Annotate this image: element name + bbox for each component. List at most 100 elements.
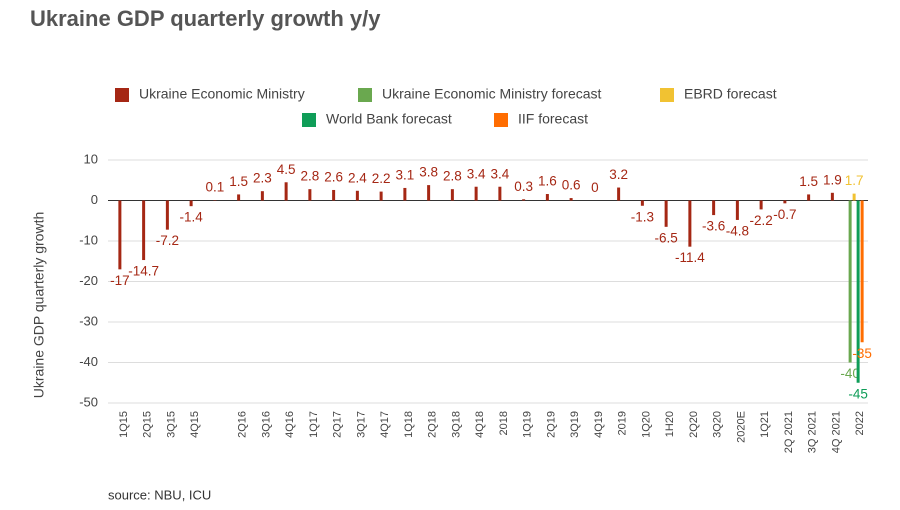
bar [848,200,852,363]
bar [569,198,573,201]
x-tick-label: 3Q16 [260,411,272,438]
x-tick-label: 1Q20 [640,411,652,438]
x-tick-label: 2020E [735,411,747,443]
bar [712,200,716,216]
bar [427,185,431,201]
data-label: -4.8 [726,224,749,239]
y-tick-label: -30 [79,313,98,328]
data-label: -45 [848,386,868,401]
data-label: 1.7 [845,173,864,188]
bar [308,189,312,201]
data-label: 0.1 [205,180,224,195]
x-tick-label: 3Q 2021 [807,411,819,453]
data-label: 2.6 [324,170,343,185]
legend-swatch [302,113,316,127]
data-label: -14.7 [128,264,159,279]
bar [379,191,383,201]
data-label: 3.4 [490,166,509,181]
data-label: 1.5 [229,174,248,189]
x-tick-label: 4Q18 [474,411,486,438]
data-label: -11.4 [675,250,705,265]
data-label: 3.8 [419,165,438,180]
y-axis-title: Ukraine GDP quarterly growth [31,212,47,398]
y-tick-label: -50 [79,394,98,409]
x-tick-label: 2Q15 [142,411,154,438]
legend-label: World Bank forecast [326,111,452,127]
legend-swatch [115,88,129,102]
data-label: 2.8 [443,169,462,184]
legend-label: EBRD forecast [684,86,777,102]
legend-swatch [494,113,508,127]
legend-swatch [660,88,674,102]
y-tick-label: -10 [79,232,98,247]
data-label: 3.2 [609,167,628,182]
data-label: -7.2 [156,233,179,248]
bar [617,187,621,201]
data-label: 0 [591,180,599,195]
bar [545,194,549,201]
bar [498,186,502,201]
data-label: 1.5 [799,174,818,189]
bar [860,200,864,343]
legend-swatch [358,88,372,102]
x-tick-label: 2Q19 [545,411,557,438]
bar [355,190,359,201]
bar [118,200,122,270]
bar [830,192,834,201]
data-label: -1.4 [179,210,203,225]
bar [735,200,739,220]
x-tick-label: 1Q19 [522,411,534,438]
x-tick-label: 4Q17 [379,411,391,438]
x-tick-label: 1Q21 [759,411,771,438]
data-label: 0.3 [514,179,533,194]
x-tick-label: 4Q 2021 [830,411,842,453]
bar [165,200,169,230]
x-tick-label: 3Q20 [712,411,724,438]
x-tick-label: 1H20 [664,411,676,437]
chart-title: Ukraine GDP quarterly growth y/y [30,6,381,31]
x-tick-label: 4Q15 [189,411,201,438]
data-label: 2.8 [300,169,319,184]
bar [688,200,692,247]
data-label: 1.6 [538,174,557,189]
x-tick-label: 3Q19 [569,411,581,438]
bar [142,200,146,261]
x-tick-label: 2022 [854,411,866,435]
bar [237,194,241,201]
x-tick-label: 3Q17 [355,411,367,438]
data-label: 1.9 [823,172,842,187]
x-tick-label: 1Q18 [403,411,415,438]
x-tick-label: 1Q17 [308,411,320,438]
legend-label: IIF forecast [518,111,588,127]
x-tick-label: 2Q18 [427,411,439,438]
legend-label: Ukraine Economic Ministry forecast [382,86,602,102]
data-label: 2.3 [253,171,272,186]
y-tick-label: -40 [79,354,98,369]
bar [474,186,478,201]
x-tick-label: 1Q15 [118,411,130,438]
data-label: -1.3 [631,209,654,224]
data-label: -6.5 [654,230,677,245]
bar [450,189,454,201]
data-label: 4.5 [277,162,296,177]
x-tick-label: 2018 [498,411,510,435]
data-label: 3.1 [395,168,414,183]
x-tick-label: 3Q18 [450,411,462,438]
bar [640,200,644,206]
x-tick-label: 2Q17 [332,411,344,438]
data-label: -35 [852,346,872,361]
data-label: -40 [840,366,860,381]
bar [759,200,763,210]
data-label: 2.2 [372,171,391,186]
bar [664,200,668,227]
bar [856,200,860,383]
y-tick-label: -20 [79,273,98,288]
bar [403,187,407,201]
bar [332,189,336,201]
x-tick-label: 4Q16 [284,411,296,438]
bar [284,182,288,201]
x-tick-label: 2Q20 [688,411,700,438]
data-label: -3.6 [702,219,725,234]
data-label: -0.7 [773,207,796,222]
x-tick-label: 2Q 2021 [783,411,795,453]
